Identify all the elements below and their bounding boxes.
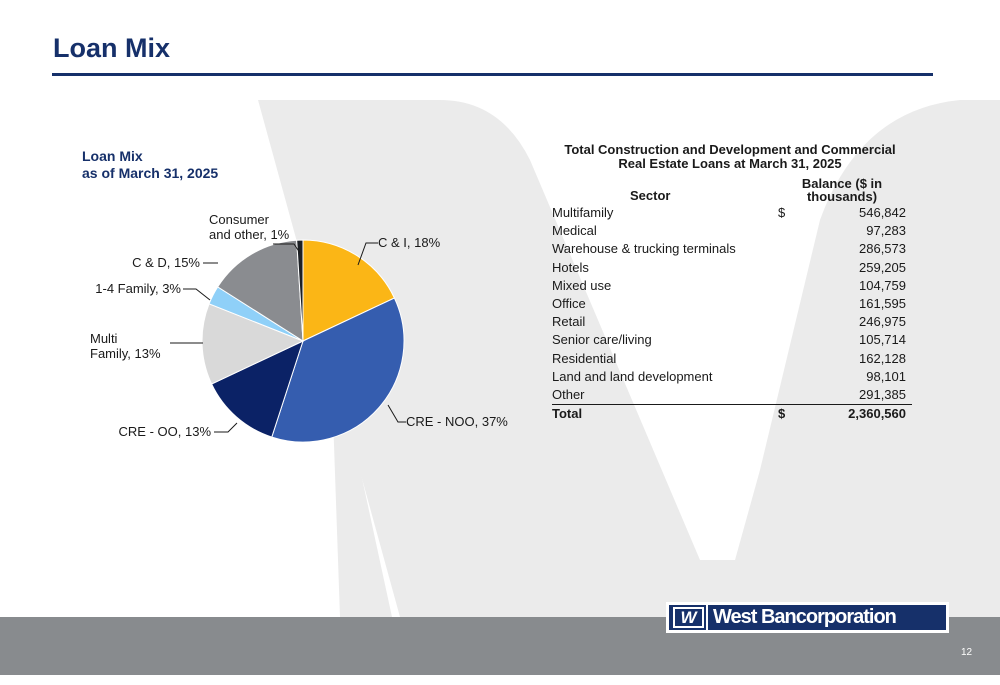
chart-title-line-1: Loan Mix — [82, 148, 143, 164]
page-number: 12 — [961, 647, 973, 658]
leader-line-c-and-i — [357, 242, 378, 266]
table-row: Land and land development 98,101 — [552, 368, 912, 386]
slice-label-multi-family-line-1: Multi — [90, 331, 118, 346]
column-header-balance-line-2: thousands) — [806, 189, 878, 204]
table-title-line-1: Total Construction and Development and C… — [564, 142, 896, 157]
logo-w-mark: W — [673, 607, 704, 628]
row-value: 104,759 — [859, 277, 906, 293]
table-row: Hotels 259,205 — [552, 259, 912, 277]
table-row: Other 291,385 — [552, 386, 912, 404]
total-label: Total — [552, 406, 583, 422]
pie-slice-c-d — [217, 239, 304, 342]
row-value: 161,595 — [859, 295, 906, 311]
row-sector: Hotels — [552, 259, 589, 275]
table-title-line-2: Real Estate Loans at March 31, 2025 — [618, 156, 842, 171]
row-sector: Retail — [552, 314, 586, 330]
leader-line-1-4-family — [183, 288, 211, 301]
table-row: Medical 97,283 — [552, 222, 912, 240]
slice-label-cre-oo: CRE - OO, 13% — [119, 424, 212, 439]
slice-label-c-and-d: C & D, 15% — [132, 255, 200, 270]
total-value: 2,360,560 — [848, 406, 906, 422]
column-header-balance: Balance ($ in thousands) — [780, 177, 904, 203]
pie-slice-multi-family — [201, 303, 305, 385]
table-row: Office 161,595 — [552, 295, 912, 313]
row-sector: Medical — [552, 223, 597, 239]
row-value: 546,842 — [859, 205, 906, 220]
slice-label-consumer-line-2: and other, 1% — [209, 227, 290, 242]
table-total-row: Total $2,360,560 — [552, 404, 912, 422]
table-row: Residential 162,128 — [552, 350, 912, 368]
pie-slice-cre-oo — [210, 340, 304, 438]
row-currency: $ — [778, 205, 786, 220]
pie-slice-consumer-and-other — [296, 239, 304, 342]
table-row: Mixed use 104,759 — [552, 277, 912, 295]
row-value: 286,573 — [859, 241, 906, 257]
row-sector: Mixed use — [552, 277, 612, 293]
chart-title: Loan Mix as of March 31, 2025 — [82, 148, 218, 182]
row-value: 98,101 — [866, 368, 906, 384]
table-row: Multifamily $546,842 — [552, 204, 912, 222]
row-sector: Residential — [552, 350, 617, 366]
leader-line-cre-noo — [387, 404, 406, 423]
slice-label-cre-noo: CRE - NOO, 37% — [406, 414, 508, 429]
slice-label-consumer-line-1: Consumer — [209, 212, 270, 227]
row-value: 105,714 — [859, 332, 906, 348]
table-row: Senior care/living 105,714 — [552, 331, 912, 349]
row-sector: Senior care/living — [552, 332, 652, 348]
slice-label-1-4-family: 1-4 Family, 3% — [95, 281, 181, 296]
table-row: Retail 246,975 — [552, 313, 912, 331]
row-sector: Other — [552, 386, 585, 402]
loan-balance-table: Multifamily $546,842 Medical 97,283 Wareho… — [552, 204, 912, 422]
row-sector: Office — [552, 295, 586, 311]
logo-wordmark: West Bancorporation — [713, 606, 897, 628]
column-header-balance-line-1: Balance ($ in — [801, 176, 883, 191]
row-sector: Land and land development — [552, 368, 713, 384]
row-sector: Warehouse & trucking terminals — [552, 241, 736, 257]
row-value: 246,975 — [859, 314, 906, 330]
table-row: Warehouse & trucking terminals 286,573 — [552, 240, 912, 258]
row-value: 259,205 — [859, 259, 906, 275]
pie-slice-c-i — [302, 239, 396, 342]
row-value: 97,283 — [866, 223, 906, 239]
page-title: Loan Mix — [53, 33, 171, 63]
chart-title-line-2: as of March 31, 2025 — [82, 165, 219, 181]
total-currency: $ — [778, 406, 786, 422]
pie-slice-cre-noo — [271, 297, 405, 443]
slice-label-multi-family-line-2: Family, 13% — [90, 346, 161, 361]
west-bancorporation-logo: W West Bancorporation — [666, 602, 949, 633]
slice-label-c-and-i: C & I, 18% — [378, 235, 441, 250]
leader-line-consumer — [273, 243, 301, 254]
row-sector: Multifamily — [552, 205, 614, 220]
column-header-sector: Sector — [630, 188, 671, 203]
row-value: 162,128 — [859, 350, 906, 366]
table-title: Total Construction and Development and C… — [545, 143, 915, 171]
row-value: 291,385 — [859, 386, 906, 402]
leader-line-cre-oo — [214, 422, 238, 433]
title-divider — [52, 73, 933, 76]
